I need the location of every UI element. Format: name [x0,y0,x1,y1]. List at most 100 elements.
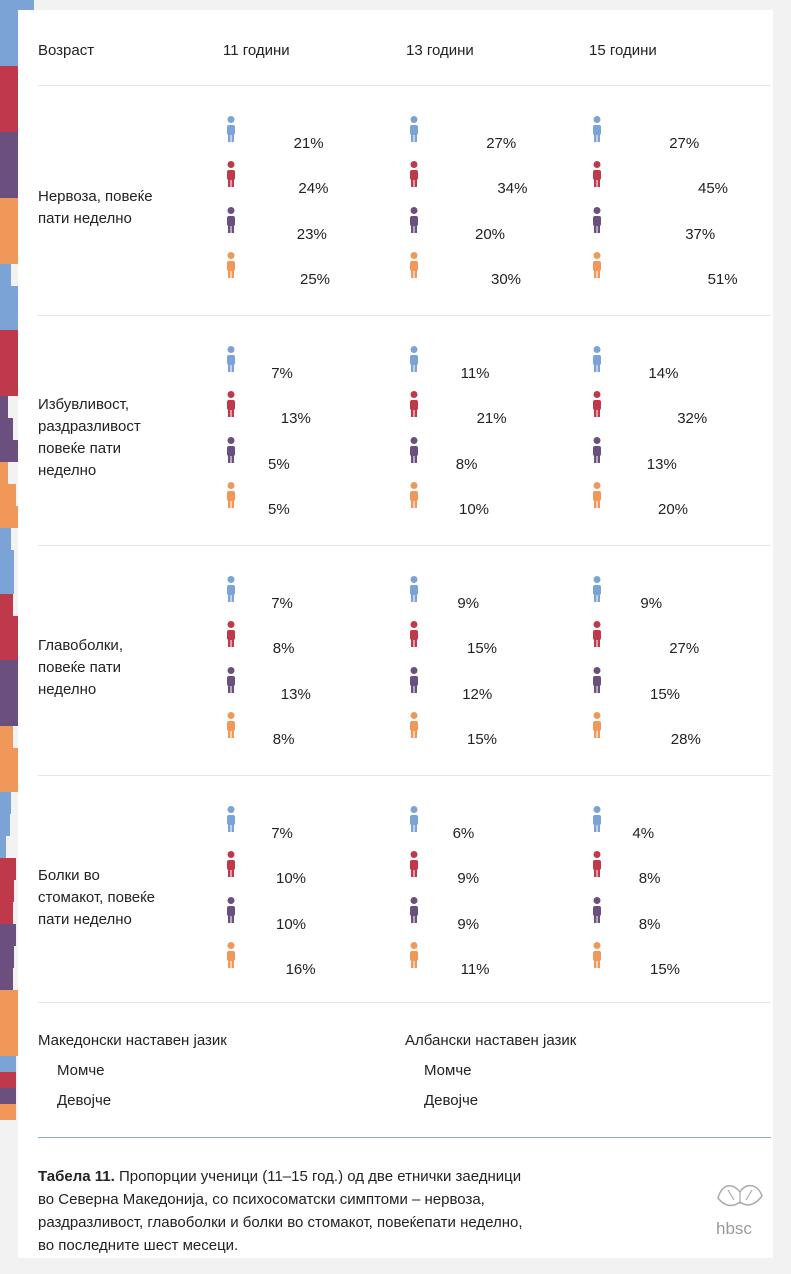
legend-swatch [0,1088,16,1104]
value-label: 37% [685,226,716,243]
value-label: 5% [268,456,290,473]
value-label: 9% [457,870,480,887]
person-icon [227,252,235,278]
bar [0,682,20,704]
column-header: 15 години [589,42,657,59]
bar [0,726,13,748]
row-label: Избувливост, раздразливост повеќе пати н… [38,396,141,479]
legend-label: Момче [57,1062,105,1079]
person-icon [227,437,235,463]
person-icon [227,116,235,142]
legend-title: Албански наставен јазик [405,1032,577,1049]
person-icon [410,391,418,417]
person-icon [227,482,235,508]
bar [0,462,8,484]
value-label: 16% [285,961,316,978]
person-icon [410,897,418,923]
person-icon [593,942,601,968]
value-label: 13% [280,410,311,427]
legend-swatch [0,1104,16,1120]
person-icon [227,621,235,647]
person-icon [410,161,418,187]
bar [0,814,10,836]
caption-label: Табела 11. [38,1168,115,1185]
value-label: 8% [272,731,295,748]
bar [0,660,21,682]
value-label: 25% [300,271,331,288]
person-icon [227,667,235,693]
person-icon [593,806,601,832]
row-label: Болки во стомакот, повеќе пати неделно [38,867,155,928]
bar [0,308,23,330]
value-label: 20% [658,501,689,518]
person-icon [410,942,418,968]
bar [0,858,16,880]
bar [0,880,15,902]
person-icon [593,482,601,508]
value-label: 15% [467,731,498,748]
person-icon [227,391,235,417]
person-icon [593,851,601,877]
value-label: 14% [648,365,679,382]
value-label: 15% [650,686,681,703]
logo-icon [717,1184,763,1207]
bar [0,572,15,594]
legend-swatch [0,1072,16,1088]
person-icon [593,712,601,738]
value-label: 13% [646,456,677,473]
person-icon [410,116,418,142]
divider [38,315,771,316]
person-icon [410,621,418,647]
bar [0,1012,18,1034]
value-label: 21% [476,410,507,427]
column-header: Возраст [38,42,95,59]
person-icon [410,851,418,877]
person-icon [227,806,235,832]
bar [0,836,7,858]
person-icon [593,346,601,372]
value-label: 21% [293,135,324,152]
divider [38,545,771,546]
value-label: 6% [452,825,475,842]
value-label: 9% [640,595,663,612]
person-icon [593,576,601,602]
column-header: 11 години [223,42,290,59]
person-icon [227,161,235,187]
person-icon [227,942,235,968]
value-label: 4% [632,825,655,842]
person-icon [593,252,601,278]
bar [0,946,15,968]
person-icon [410,576,418,602]
person-icon [227,576,235,602]
bar [0,264,12,286]
value-label: 7% [271,365,293,382]
value-label: 11% [460,365,490,382]
value-label: 10% [459,501,490,518]
person-icon [593,161,601,187]
value-label: 23% [296,226,327,243]
value-label: 10% [276,870,307,887]
person-icon [410,806,418,832]
person-icon [593,667,601,693]
divider [38,85,771,86]
person-icon [227,712,235,738]
bar [0,286,18,308]
value-label: 7% [271,825,293,842]
value-label: 15% [467,640,498,657]
legend-label: Девојче [424,1092,479,1109]
value-label: 32% [677,410,708,427]
legend-label: Девојче [57,1092,112,1109]
value-label: 13% [280,686,311,703]
divider [38,775,771,776]
row-label: Главоболки, повеќе пати неделно [38,637,123,698]
legend-swatch [0,1056,16,1072]
person-icon [410,252,418,278]
person-icon [410,437,418,463]
value-label: 7% [271,595,293,612]
value-label: 8% [638,870,661,887]
person-icon [593,116,601,142]
value-label: 27% [669,640,700,657]
person-icon [410,482,418,508]
person-icon [227,207,235,233]
